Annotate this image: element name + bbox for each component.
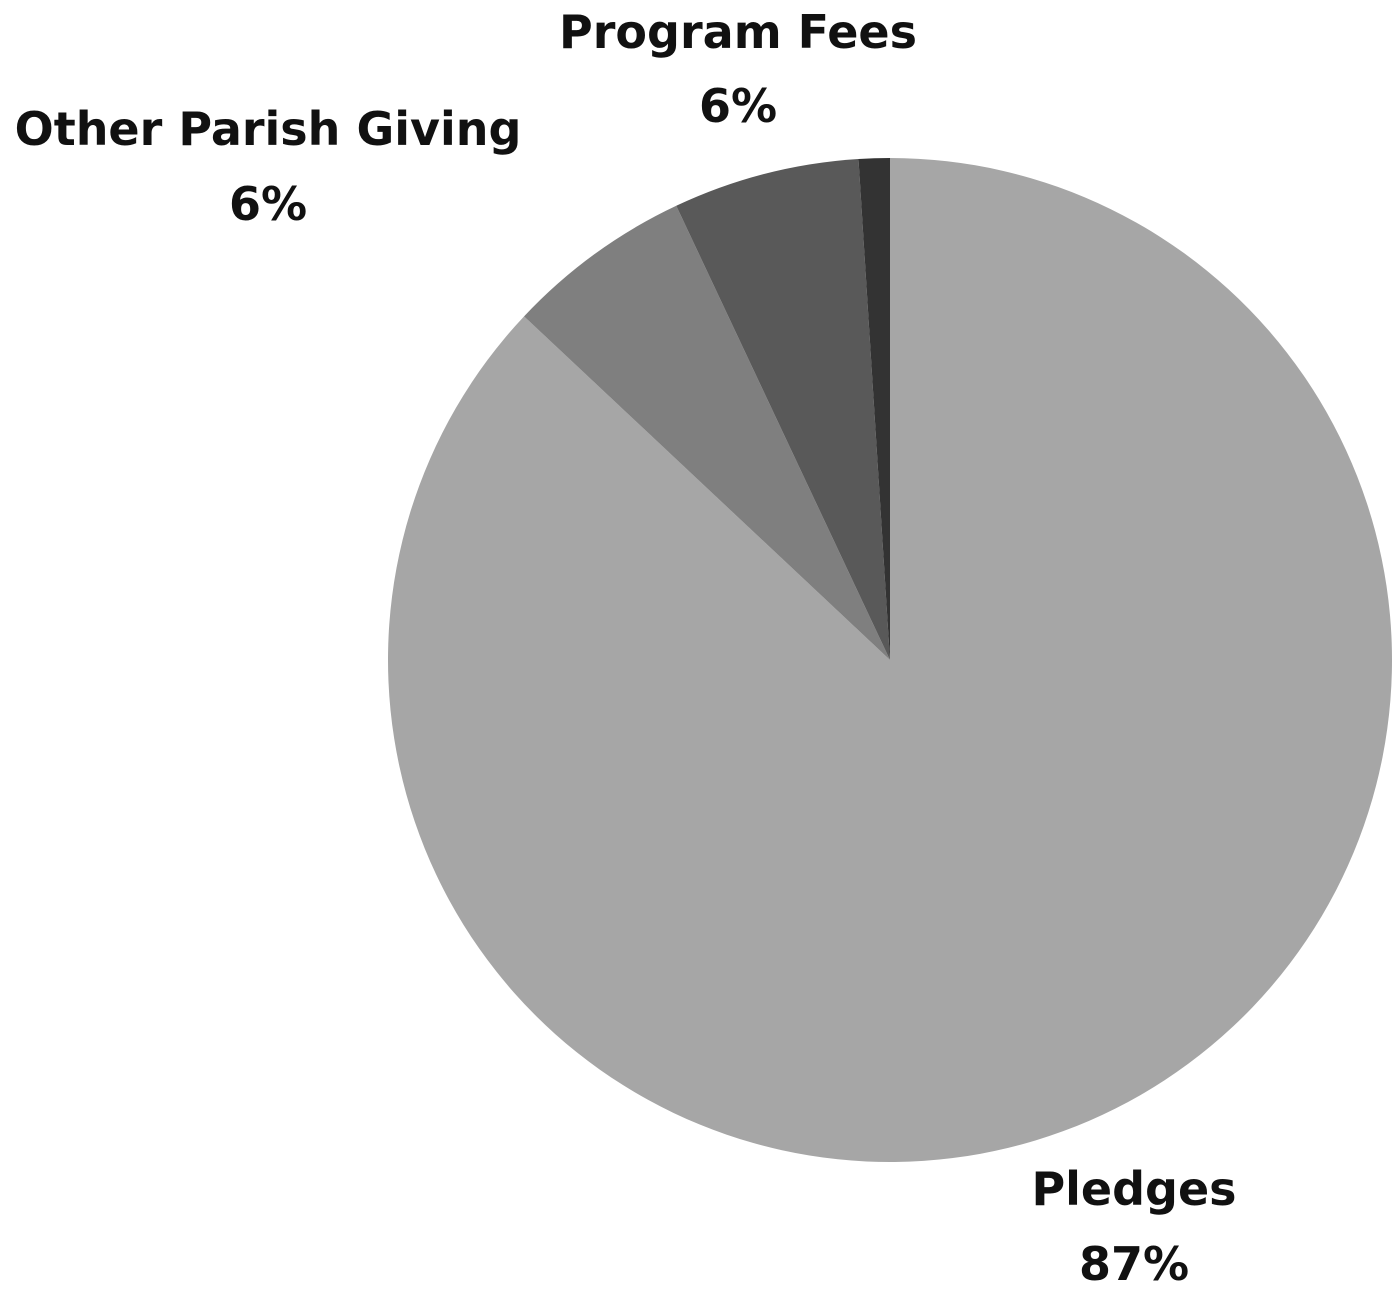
- slice-label-name: Pledges: [1031, 1162, 1236, 1216]
- pie-slice-other-parish-giving: [524, 205, 890, 660]
- slice-label-name: Other Parish Giving: [15, 102, 522, 156]
- slice-label-name: Program Fees: [559, 5, 917, 59]
- pie-slice-unlabeled: [858, 158, 890, 660]
- slice-label-percent: 6%: [699, 79, 777, 133]
- pie-slice-pledges: [388, 158, 1393, 1162]
- pie-slice-program-fees: [676, 158, 890, 661]
- slice-label-percent: 6%: [229, 177, 307, 231]
- pie-labels: Pledges 87% Other Parish Giving 6% Program F…: [15, 5, 1237, 1290]
- pie-slices: [388, 158, 1393, 1162]
- slice-label-percent: 87%: [1079, 1237, 1189, 1290]
